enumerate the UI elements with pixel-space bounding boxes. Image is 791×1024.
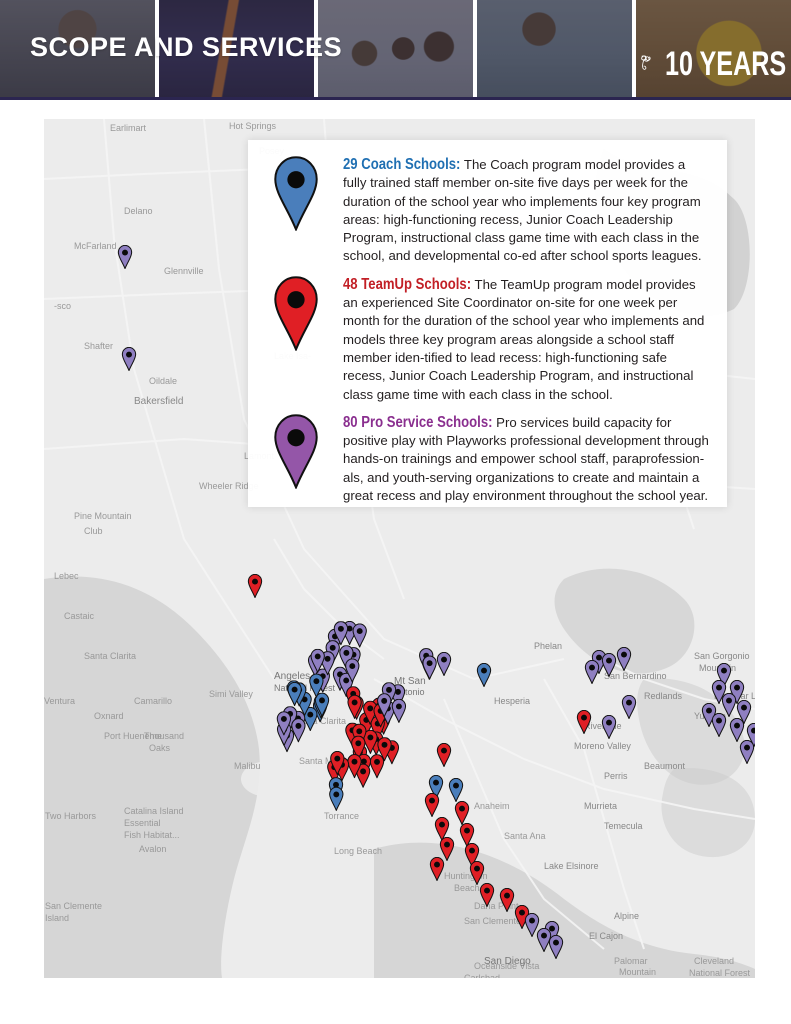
svg-text:Malibu: Malibu xyxy=(234,761,261,771)
svg-text:Torrance: Torrance xyxy=(324,811,359,821)
svg-text:Santa Ana: Santa Ana xyxy=(504,831,546,841)
svg-text:Beach: Beach xyxy=(454,883,480,893)
svg-text:Hot Springs: Hot Springs xyxy=(229,121,277,131)
svg-text:Earlimart: Earlimart xyxy=(110,123,147,133)
svg-text:Fish Habitat...: Fish Habitat... xyxy=(124,830,180,840)
svg-text:National Forest: National Forest xyxy=(689,968,751,978)
svg-text:Perris: Perris xyxy=(604,771,628,781)
svg-text:Lake Elsinore: Lake Elsinore xyxy=(544,861,599,871)
svg-text:Thousand: Thousand xyxy=(144,731,184,741)
svg-text:San Gorgonio: San Gorgonio xyxy=(694,651,750,661)
svg-text:Moreno Valley: Moreno Valley xyxy=(574,741,631,751)
svg-text:Carlsbad: Carlsbad xyxy=(464,973,500,978)
svg-text:Dana Point: Dana Point xyxy=(474,901,519,911)
svg-text:Lebec: Lebec xyxy=(54,571,79,581)
svg-text:Island: Island xyxy=(45,913,69,923)
svg-text:Santa Clarita: Santa Clarita xyxy=(84,651,136,661)
svg-text:El Cajon: El Cajon xyxy=(589,931,623,941)
svg-text:Palomar: Palomar xyxy=(614,956,648,966)
svg-text:Hesperia: Hesperia xyxy=(494,696,530,706)
svg-text:Ventura: Ventura xyxy=(44,696,75,706)
svg-text:Phelan: Phelan xyxy=(534,641,562,651)
svg-text:Avalon: Avalon xyxy=(139,844,166,854)
svg-text:Murrieta: Murrieta xyxy=(584,801,617,811)
svg-text:Simi Valley: Simi Valley xyxy=(209,689,253,699)
svg-text:Camarillo: Camarillo xyxy=(134,696,172,706)
svg-text:San Diego: San Diego xyxy=(484,956,531,967)
svg-text:McFarland: McFarland xyxy=(74,241,117,251)
svg-text:Pine Mountain: Pine Mountain xyxy=(74,511,132,521)
svg-text:Catalina Island: Catalina Island xyxy=(124,806,184,816)
svg-text:Alpine: Alpine xyxy=(614,911,639,921)
svg-text:Two Harbors: Two Harbors xyxy=(45,811,97,821)
svg-text:San Clemente: San Clemente xyxy=(464,916,521,926)
svg-text:Castaic: Castaic xyxy=(64,611,95,621)
svg-text:Cleveland: Cleveland xyxy=(694,956,734,966)
svg-text:Oxnard: Oxnard xyxy=(94,711,124,721)
svg-text:San Bernardino: San Bernardino xyxy=(604,671,667,681)
svg-text:San Clemente: San Clemente xyxy=(45,901,102,911)
svg-text:Club: Club xyxy=(84,526,103,536)
svg-text:Angeles: Angeles xyxy=(274,671,310,682)
svg-text:Mountain: Mountain xyxy=(619,967,656,977)
svg-text:Redlands: Redlands xyxy=(644,691,683,701)
svg-text:Delano: Delano xyxy=(124,206,153,216)
svg-text:Oaks: Oaks xyxy=(149,743,171,753)
svg-text:Long Beach: Long Beach xyxy=(334,846,382,856)
svg-text:Shafter: Shafter xyxy=(84,341,113,351)
svg-text:Temecula: Temecula xyxy=(604,821,643,831)
svg-text:Anaheim: Anaheim xyxy=(474,801,510,811)
svg-text:Essential: Essential xyxy=(124,818,161,828)
svg-text:-sco: -sco xyxy=(54,301,71,311)
svg-text:Beaumont: Beaumont xyxy=(644,761,686,771)
svg-text:Bakersfield: Bakersfield xyxy=(134,396,183,407)
svg-text:Glennville: Glennville xyxy=(164,266,204,276)
svg-text:Oildale: Oildale xyxy=(149,376,177,386)
